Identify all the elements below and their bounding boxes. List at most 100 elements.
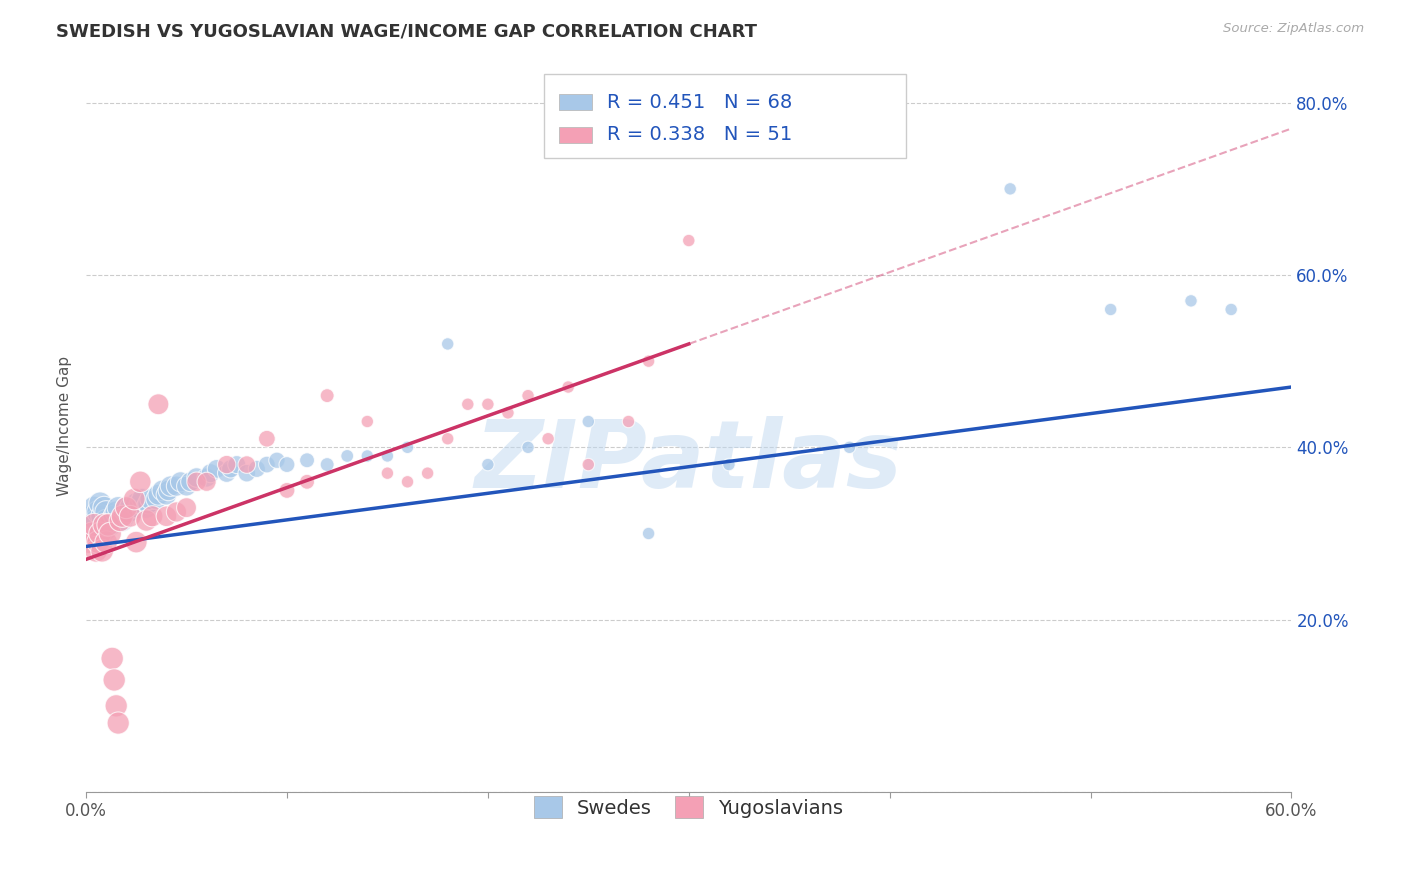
Point: [138, 496, 160, 510]
Point: [205, 462, 228, 476]
Point: [97, 517, 120, 532]
Point: [236, 458, 259, 472]
Point: [219, 462, 242, 476]
Point: [157, 483, 180, 498]
Point: [356, 449, 378, 463]
Point: [159, 479, 181, 493]
Text: R = 0.451   N = 68: R = 0.451 N = 68: [607, 93, 792, 112]
Point: [256, 458, 278, 472]
Point: [336, 449, 359, 463]
Text: ZIPatlas: ZIPatlas: [475, 417, 903, 508]
Point: [124, 491, 146, 506]
Point: [200, 466, 222, 480]
Point: [87, 535, 110, 549]
Point: [1180, 293, 1202, 308]
Point: [998, 182, 1021, 196]
Point: [186, 475, 208, 489]
Point: [436, 337, 458, 351]
Point: [576, 458, 599, 472]
Point: [107, 716, 129, 731]
Point: [83, 500, 105, 515]
Point: [96, 535, 118, 549]
Point: [176, 500, 198, 515]
Point: [416, 466, 439, 480]
Legend: Swedes, Yugoslavians: Swedes, Yugoslavians: [527, 789, 851, 826]
Point: [98, 526, 121, 541]
Point: [101, 651, 124, 665]
Point: [215, 466, 238, 480]
Point: [89, 526, 111, 541]
Point: [135, 500, 157, 515]
Point: [838, 440, 860, 454]
Point: [117, 505, 139, 519]
Point: [79, 517, 101, 532]
Point: [457, 397, 479, 411]
Point: [176, 479, 198, 493]
Point: [477, 397, 499, 411]
Point: [517, 440, 540, 454]
Point: [120, 500, 142, 515]
Point: [152, 483, 174, 498]
Point: [91, 509, 114, 524]
Point: [103, 509, 125, 524]
Point: [87, 505, 110, 519]
Point: [436, 432, 458, 446]
Point: [101, 514, 124, 528]
Text: R = 0.338   N = 51: R = 0.338 N = 51: [607, 126, 792, 145]
Text: SWEDISH VS YUGOSLAVIAN WAGE/INCOME GAP CORRELATION CHART: SWEDISH VS YUGOSLAVIAN WAGE/INCOME GAP C…: [56, 22, 758, 40]
Point: [148, 397, 170, 411]
Point: [225, 458, 247, 472]
Point: [377, 449, 399, 463]
Point: [1099, 302, 1122, 317]
Point: [537, 432, 560, 446]
Point: [236, 466, 259, 480]
Point: [111, 514, 134, 528]
Point: [93, 500, 115, 515]
FancyBboxPatch shape: [558, 94, 592, 110]
Point: [96, 505, 118, 519]
Point: [517, 389, 540, 403]
Point: [82, 509, 104, 524]
Point: [125, 535, 148, 549]
Point: [141, 509, 163, 524]
Point: [316, 458, 339, 472]
Point: [166, 505, 188, 519]
Point: [256, 432, 278, 446]
Point: [1220, 302, 1243, 317]
Point: [129, 496, 152, 510]
Point: [195, 475, 218, 489]
Point: [195, 470, 218, 484]
Point: [576, 415, 599, 429]
Point: [637, 526, 659, 541]
Point: [266, 453, 288, 467]
Point: [120, 509, 142, 524]
Point: [246, 462, 269, 476]
Point: [91, 543, 114, 558]
Point: [148, 488, 170, 502]
FancyBboxPatch shape: [558, 127, 592, 143]
Point: [617, 415, 640, 429]
Point: [477, 458, 499, 472]
Point: [139, 491, 162, 506]
Point: [79, 535, 101, 549]
Point: [180, 475, 202, 489]
Y-axis label: Wage/Income Gap: Wage/Income Gap: [58, 356, 72, 496]
Point: [637, 354, 659, 368]
Point: [127, 500, 149, 515]
Point: [135, 514, 157, 528]
Point: [84, 514, 107, 528]
Point: [215, 458, 238, 472]
Point: [295, 475, 318, 489]
Point: [166, 479, 188, 493]
Point: [377, 466, 399, 480]
Point: [356, 415, 378, 429]
Point: [111, 509, 134, 524]
Point: [115, 505, 138, 519]
Point: [96, 514, 118, 528]
Point: [105, 698, 128, 713]
Point: [84, 543, 107, 558]
Point: [295, 453, 318, 467]
Point: [145, 491, 167, 506]
Point: [125, 496, 148, 510]
Point: [93, 517, 115, 532]
